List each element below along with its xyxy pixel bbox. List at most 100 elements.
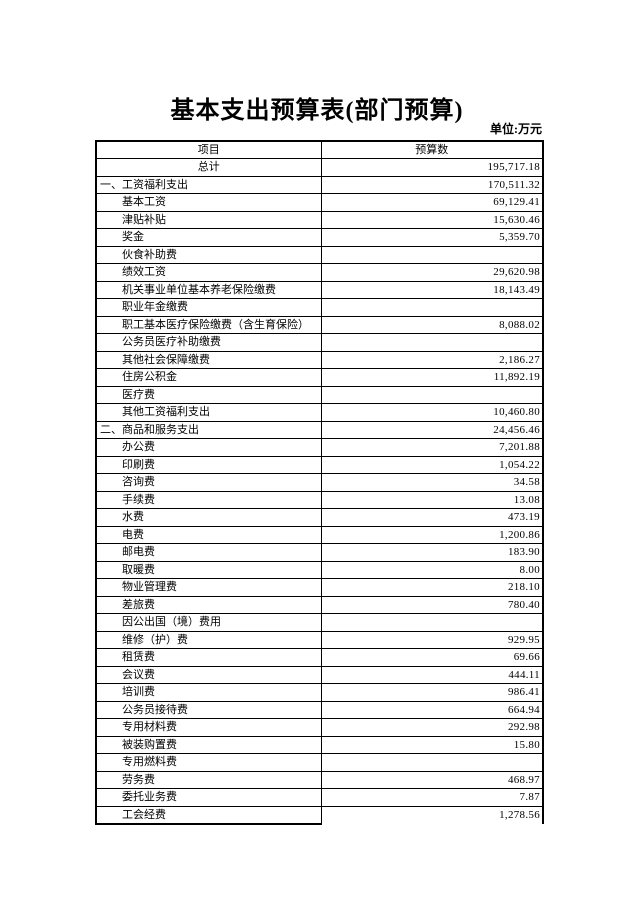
item-label-cell: 咨询费 (95, 473, 322, 492)
item-label-cell: 专用材料费 (95, 718, 322, 737)
table-row: 物业管理费 218.10 (95, 578, 544, 597)
table-row: 总计 195,717.18 (95, 158, 544, 177)
item-label-cell: 公务员接待费 (95, 700, 322, 719)
budget-value-cell: 1,054.22 (320, 455, 544, 474)
item-label-cell: 基本工资 (95, 193, 322, 212)
table-row: 专用燃料费 (95, 753, 544, 772)
table-row: 专用材料费 292.98 (95, 718, 544, 737)
budget-table-container: 单位:万元 项目 预算数 总计 195,717.18 一、工资福利支出 170,511… (95, 121, 544, 825)
budget-value-cell: 69,129.41 (320, 193, 544, 212)
budget-value-cell: 34.58 (320, 473, 544, 492)
table-row: 手续费 13.08 (95, 490, 544, 509)
budget-table: 项目 预算数 总计 195,717.18 一、工资福利支出 170,511.32 基本工… (95, 140, 544, 825)
item-label-cell: 职工基本医疗保险缴费（含生育保险） (95, 315, 322, 334)
budget-value-cell: 69.66 (320, 648, 544, 667)
table-row: 培训费 986.41 (95, 683, 544, 702)
item-label-cell: 职业年金缴费 (95, 298, 322, 317)
item-label-cell: 办公费 (95, 438, 322, 457)
budget-value-cell: 170,511.32 (320, 175, 544, 194)
budget-value-cell: 468.97 (320, 770, 544, 789)
item-label-cell: 住房公积金 (95, 368, 322, 387)
budget-value-cell: 24,456.46 (320, 420, 544, 439)
table-row: 基本工资 69,129.41 (95, 193, 544, 212)
item-label-cell: 公务员医疗补助缴费 (95, 333, 322, 352)
budget-value-cell (320, 753, 544, 772)
budget-value-cell: 292.98 (320, 718, 544, 737)
item-label-cell: 物业管理费 (95, 578, 322, 597)
item-label-cell: 差旅费 (95, 595, 322, 614)
item-label-cell: 租赁费 (95, 648, 322, 667)
column-header-budget: 预算数 (320, 140, 544, 159)
item-label-cell: 绩效工资 (95, 263, 322, 282)
item-label-cell: 二、商品和服务支出 (95, 420, 322, 439)
table-row: 维修（护）费 929.95 (95, 630, 544, 649)
item-label-cell: 一、工资福利支出 (95, 175, 322, 194)
item-label-cell: 邮电费 (95, 543, 322, 562)
budget-value-cell (320, 385, 544, 404)
table-row: 被装购置费 15.80 (95, 735, 544, 754)
budget-value-cell: 195,717.18 (320, 158, 544, 177)
budget-value-cell: 13.08 (320, 490, 544, 509)
table-row: 公务员医疗补助缴费 (95, 333, 544, 352)
unit-label: 单位:万元 (490, 122, 542, 136)
budget-value-cell: 218.10 (320, 578, 544, 597)
table-row: 一、工资福利支出 170,511.32 (95, 175, 544, 194)
table-row: 差旅费 780.40 (95, 595, 544, 614)
item-label-cell: 取暖费 (95, 560, 322, 579)
table-header-row: 项目 预算数 (95, 140, 544, 159)
table-row: 租赁费 69.66 (95, 648, 544, 667)
budget-value-cell: 1,278.56 (320, 805, 544, 824)
table-row: 会议费 444.11 (95, 665, 544, 684)
table-row: 电费 1,200.86 (95, 525, 544, 544)
table-row: 二、商品和服务支出 24,456.46 (95, 420, 544, 439)
item-label-cell: 专用燃料费 (95, 753, 322, 772)
table-row: 其他社会保障缴费 2,186.27 (95, 350, 544, 369)
table-row: 津贴补贴 15,630.46 (95, 210, 544, 229)
table-row: 绩效工资 29,620.98 (95, 263, 544, 282)
table-row: 机关事业单位基本养老保险缴费 18,143.49 (95, 280, 544, 299)
item-label-cell: 其他社会保障缴费 (95, 350, 322, 369)
column-header-item: 项目 (95, 140, 322, 159)
item-label-cell: 委托业务费 (95, 788, 322, 807)
table-row: 水费 473.19 (95, 508, 544, 527)
budget-value-cell: 986.41 (320, 683, 544, 702)
budget-value-cell: 1,200.86 (320, 525, 544, 544)
table-row: 奖金 5,359.70 (95, 228, 544, 247)
budget-value-cell: 15,630.46 (320, 210, 544, 229)
budget-value-cell: 664.94 (320, 700, 544, 719)
item-label-cell: 培训费 (95, 683, 322, 702)
budget-value-cell (320, 245, 544, 264)
budget-value-cell: 11,892.19 (320, 368, 544, 387)
budget-value-cell: 7,201.88 (320, 438, 544, 457)
table-row: 住房公积金 11,892.19 (95, 368, 544, 387)
item-label-cell: 电费 (95, 525, 322, 544)
budget-value-cell: 10,460.80 (320, 403, 544, 422)
item-label-cell: 伙食补助费 (95, 245, 322, 264)
table-row: 办公费 7,201.88 (95, 438, 544, 457)
budget-value-cell: 183.90 (320, 543, 544, 562)
table-row: 邮电费 183.90 (95, 543, 544, 562)
item-label-cell: 总计 (95, 158, 322, 177)
item-label-cell: 维修（护）费 (95, 630, 322, 649)
budget-value-cell: 780.40 (320, 595, 544, 614)
table-row: 工会经费 1,278.56 (95, 805, 544, 825)
item-label-cell: 水费 (95, 508, 322, 527)
table-row: 因公出国（境）费用 (95, 613, 544, 632)
budget-value-cell (320, 613, 544, 632)
budget-value-cell: 7.87 (320, 788, 544, 807)
budget-value-cell (320, 333, 544, 352)
table-row: 其他工资福利支出 10,460.80 (95, 403, 544, 422)
table-row: 委托业务费 7.87 (95, 788, 544, 807)
item-label-cell: 工会经费 (95, 805, 322, 825)
budget-value-cell: 15.80 (320, 735, 544, 754)
budget-value-cell: 929.95 (320, 630, 544, 649)
page-title: 基本支出预算表(部门预算) (170, 98, 464, 124)
table-row: 医疗费 (95, 385, 544, 404)
item-label-cell: 印刷费 (95, 455, 322, 474)
item-label-cell: 劳务费 (95, 770, 322, 789)
budget-value-cell: 473.19 (320, 508, 544, 527)
table-row: 公务员接待费 664.94 (95, 700, 544, 719)
item-label-cell: 机关事业单位基本养老保险缴费 (95, 280, 322, 299)
item-label-cell: 会议费 (95, 665, 322, 684)
table-row: 咨询费 34.58 (95, 473, 544, 492)
